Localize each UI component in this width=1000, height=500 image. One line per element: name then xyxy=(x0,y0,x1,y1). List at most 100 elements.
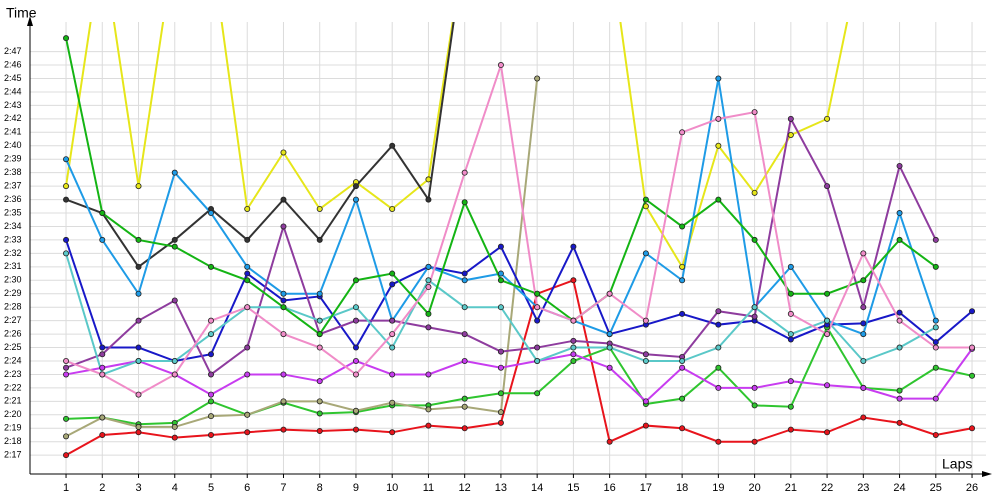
x-axis-label: Laps xyxy=(942,456,972,472)
y-tick-label: 2:41 xyxy=(4,127,22,137)
data-point xyxy=(244,277,251,284)
x-tick-label: 7 xyxy=(280,482,286,494)
series-line xyxy=(65,239,973,363)
series-line xyxy=(65,348,973,403)
y-tick-label: 2:35 xyxy=(4,207,22,217)
data-point xyxy=(932,263,939,270)
data-point xyxy=(679,223,686,230)
data-point xyxy=(63,433,70,440)
plot-area xyxy=(63,22,976,459)
data-point xyxy=(642,250,649,257)
data-point xyxy=(932,431,939,438)
y-tick-label: 2:24 xyxy=(4,355,22,365)
data-point xyxy=(751,402,758,409)
data-point xyxy=(896,210,903,217)
data-point xyxy=(969,425,976,432)
y-tick-label: 2:22 xyxy=(4,382,22,392)
data-point xyxy=(99,414,106,421)
data-point xyxy=(207,210,214,217)
x-tick-label: 2 xyxy=(99,482,105,494)
data-point xyxy=(63,452,70,459)
y-tick-label: 2:29 xyxy=(4,288,22,298)
data-point xyxy=(751,109,758,116)
x-tick-label: 18 xyxy=(676,482,688,494)
data-point xyxy=(715,384,722,391)
y-tick-label: 2:33 xyxy=(4,234,22,244)
data-point xyxy=(99,210,106,217)
data-point xyxy=(244,429,251,436)
data-point xyxy=(389,331,396,338)
data-point xyxy=(207,331,214,338)
data-point xyxy=(715,196,722,203)
data-point xyxy=(244,236,251,243)
data-point xyxy=(389,205,396,212)
data-point xyxy=(389,281,396,288)
y-tick-label: 2:39 xyxy=(4,154,22,164)
data-point xyxy=(461,277,468,284)
y-tick-label: 2:38 xyxy=(4,167,22,177)
data-point xyxy=(389,317,396,324)
y-tick-label: 2:44 xyxy=(4,86,22,96)
data-point xyxy=(425,422,432,429)
data-point xyxy=(824,183,831,190)
data-point xyxy=(352,317,359,324)
data-point xyxy=(63,415,70,422)
data-point xyxy=(63,364,70,371)
x-axis-arrow xyxy=(982,471,992,477)
data-point xyxy=(135,236,142,243)
data-point xyxy=(316,236,323,243)
data-point xyxy=(896,309,903,316)
data-point xyxy=(135,263,142,270)
x-tick-label: 10 xyxy=(386,482,398,494)
y-tick-label: 2:19 xyxy=(4,423,22,433)
data-point xyxy=(352,426,359,433)
data-point xyxy=(787,403,794,410)
x-tick-label: 26 xyxy=(966,482,978,494)
data-point xyxy=(171,371,178,378)
x-tick-label: 8 xyxy=(317,482,323,494)
data-point xyxy=(896,419,903,426)
data-point xyxy=(352,183,359,190)
data-point xyxy=(280,426,287,433)
x-tick-label: 21 xyxy=(785,482,797,494)
data-point xyxy=(534,390,541,397)
data-point xyxy=(606,438,613,445)
data-point xyxy=(280,331,287,338)
data-point xyxy=(679,129,686,136)
data-point xyxy=(896,162,903,169)
y-tick-label: 2:42 xyxy=(4,113,22,123)
data-point xyxy=(932,339,939,346)
data-point xyxy=(534,290,541,297)
data-point xyxy=(860,250,867,257)
data-point xyxy=(787,336,794,343)
data-point xyxy=(642,351,649,358)
data-point xyxy=(244,371,251,378)
data-point xyxy=(99,364,106,371)
data-point xyxy=(534,344,541,351)
y-tick-label: 2:28 xyxy=(4,302,22,312)
data-point xyxy=(352,304,359,311)
x-tick-label: 22 xyxy=(821,482,833,494)
data-point xyxy=(642,196,649,203)
data-point xyxy=(860,357,867,364)
data-point xyxy=(932,236,939,243)
data-point xyxy=(63,196,70,203)
data-point xyxy=(135,317,142,324)
data-point xyxy=(570,317,577,324)
data-point xyxy=(352,357,359,364)
data-point xyxy=(787,263,794,270)
y-tick-label: 2:34 xyxy=(4,221,22,231)
y-tick-label: 2:25 xyxy=(4,342,22,352)
data-point xyxy=(497,348,504,355)
data-point xyxy=(207,263,214,270)
data-point xyxy=(932,324,939,331)
data-point xyxy=(606,344,613,351)
y-tick-label: 2:23 xyxy=(4,369,22,379)
y-tick-label: 2:37 xyxy=(4,180,22,190)
data-point xyxy=(135,423,142,430)
x-tick-label: 14 xyxy=(531,482,543,494)
y-tick-label: 2:32 xyxy=(4,248,22,258)
data-point xyxy=(63,35,70,42)
y-tick-label: 2:18 xyxy=(4,436,22,446)
y-tick-label: 2:43 xyxy=(4,100,22,110)
